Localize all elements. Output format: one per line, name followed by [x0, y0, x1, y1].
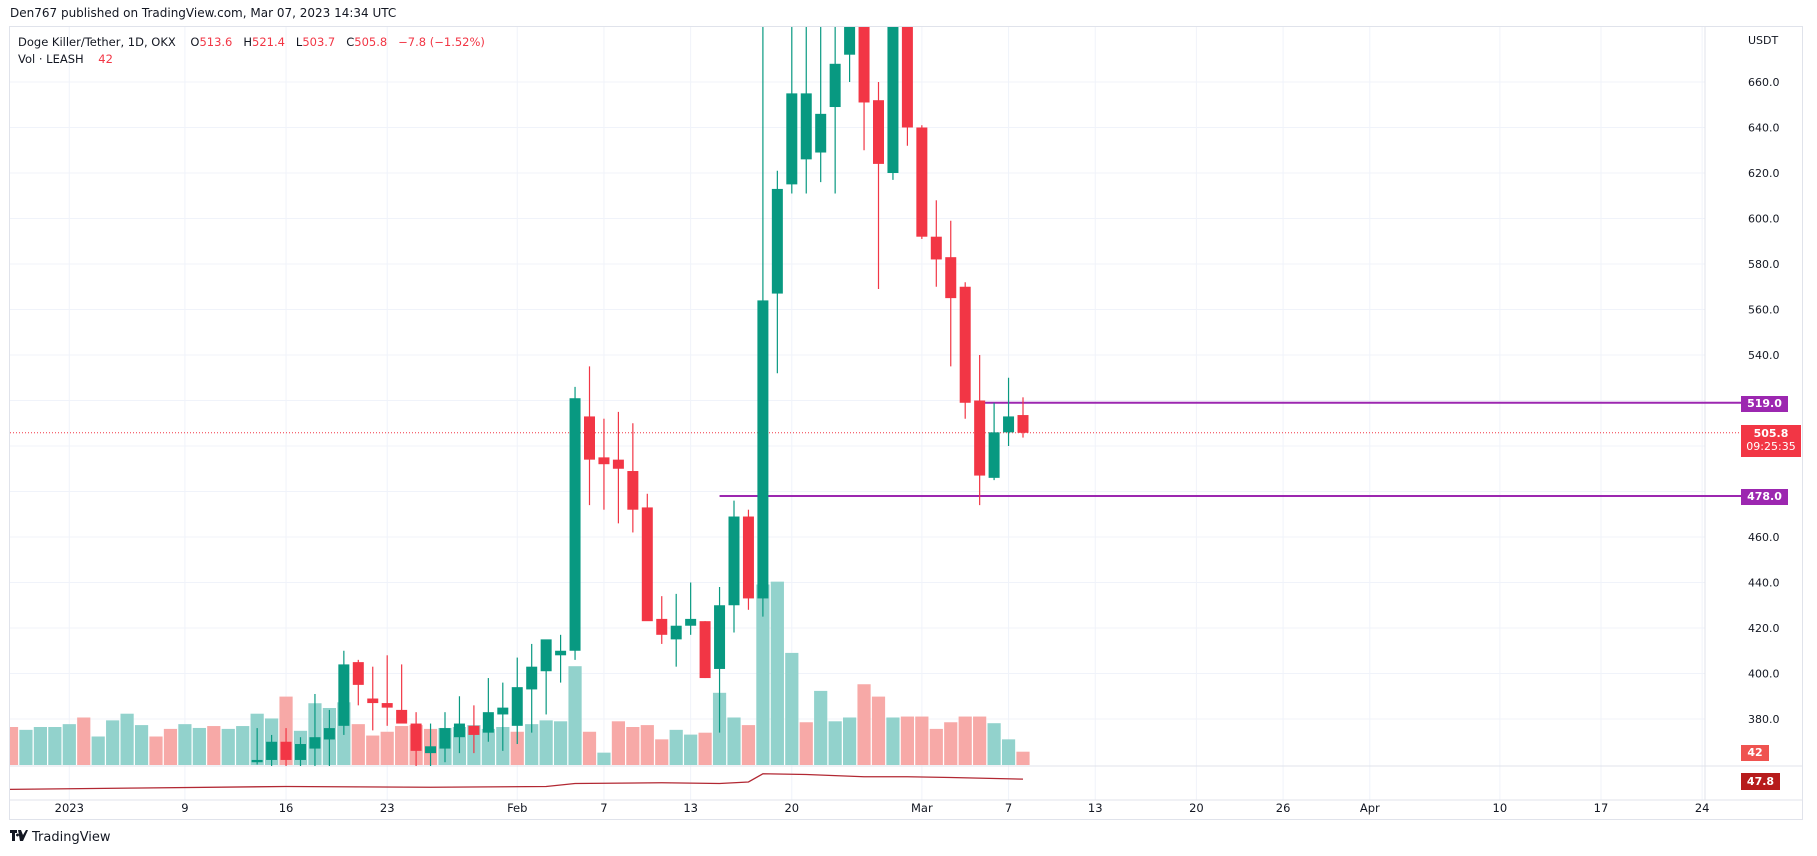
time-tick: Apr — [1360, 801, 1380, 815]
price-tick: 560.0 — [1748, 304, 1780, 317]
indicator-tag: 47.8 — [1741, 773, 1780, 790]
symbol-legend-row: Doge Killer/Tether, 1D, OKX O513.6 H521.… — [18, 34, 485, 51]
time-tick: 23 — [380, 801, 395, 815]
time-tick: 13 — [683, 801, 698, 815]
high-label: H — [243, 35, 252, 49]
time-tick: 17 — [1594, 801, 1609, 815]
time-tick: 20 — [784, 801, 799, 815]
time-tick: 24 — [1695, 801, 1710, 815]
horizontal-levels[interactable] — [719, 401, 1745, 498]
price-tick: 660.0 — [1748, 76, 1780, 89]
time-tick: 13 — [1088, 801, 1103, 815]
published-caption: Den767 published on TradingView.com, Mar… — [10, 6, 397, 20]
volume-value: 42 — [98, 52, 113, 66]
bar-countdown: 09:25:35 — [1746, 440, 1796, 453]
tradingview-watermark: TradingView — [10, 830, 111, 845]
symbol-name: Doge Killer/Tether, 1D, OKX — [18, 35, 176, 49]
candles — [251, 27, 1029, 766]
change-value: −7.8 (−1.52%) — [398, 35, 485, 49]
time-tick: Mar — [911, 801, 933, 815]
open-value: 513.6 — [199, 35, 233, 49]
price-tick: 580.0 — [1748, 258, 1780, 271]
chart-frame — [9, 26, 1803, 820]
tradingview-logo-icon — [10, 830, 28, 845]
volume-label: Vol · LEASH — [18, 52, 84, 66]
chart-legend: Doge Killer/Tether, 1D, OKX O513.6 H521.… — [18, 34, 485, 68]
volume-ma-line — [10, 773, 1024, 791]
price-tick: 400.0 — [1748, 668, 1780, 681]
time-tick: 16 — [279, 801, 294, 815]
time-tick: 26 — [1276, 801, 1291, 815]
last-price-value: 505.8 — [1753, 427, 1789, 440]
time-tick: 20 — [1189, 801, 1204, 815]
price-tick: 600.0 — [1748, 213, 1780, 226]
volume-legend-row: Vol · LEASH 42 — [18, 51, 485, 68]
price-tick: 540.0 — [1748, 349, 1780, 362]
close-value: 505.8 — [354, 35, 388, 49]
tradingview-brand: TradingView — [32, 830, 111, 845]
time-tick: 9 — [181, 801, 188, 815]
low-label: L — [295, 35, 303, 49]
upper-line-price-tag: 519.0 — [1741, 396, 1788, 412]
low-value: 503.7 — [302, 35, 336, 49]
time-axis[interactable]: 2023 9 16 23 Feb 7 13 20 Mar 7 13 20 26 Apr 10 17 24 — [55, 801, 1710, 815]
open-label: O — [190, 35, 200, 49]
price-axis[interactable]: USDT 660.0 640.0 620.0 600.0 580.0 560.0 540.0 4… — [1748, 34, 1780, 726]
price-tick: 640.0 — [1748, 122, 1780, 135]
price-tick: 420.0 — [1748, 622, 1780, 635]
price-tick: 460.0 — [1748, 531, 1780, 544]
last-price-tag: 505.8 09:25:35 — [1741, 425, 1801, 457]
time-tick: 2023 — [55, 801, 84, 815]
price-tick: 440.0 — [1748, 577, 1780, 590]
lower-line-price-tag: 478.0 — [1741, 489, 1788, 505]
time-tick: Feb — [507, 801, 527, 815]
time-tick: 7 — [1005, 801, 1012, 815]
high-value: 521.4 — [252, 35, 285, 49]
volume-tag: 42 — [1741, 745, 1769, 761]
time-tick: 10 — [1493, 801, 1508, 815]
close-label: C — [346, 35, 355, 49]
currency-label: USDT — [1748, 34, 1779, 47]
grid-lines — [10, 27, 1705, 800]
price-tick: 380.0 — [1748, 713, 1780, 726]
time-tick: 7 — [600, 801, 607, 815]
price-tick: 620.0 — [1748, 167, 1780, 180]
